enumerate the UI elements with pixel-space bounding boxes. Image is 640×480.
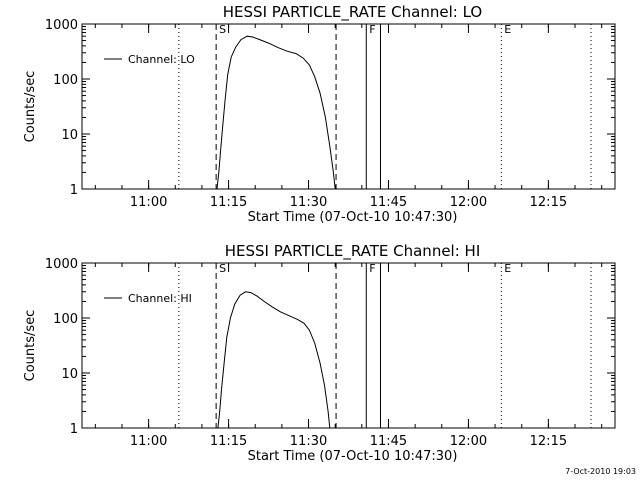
panel-1-y-tick-label-3: 1000	[45, 18, 78, 33]
panel-2-x-tick-label-0: 11:00	[130, 434, 167, 449]
panel-1-y-axis-label: Counts/sec	[23, 71, 38, 143]
panel-1-plot-frame	[81, 23, 616, 190]
panel-1-y-tick-label-0: 1	[70, 183, 78, 198]
panel-2-y-tick-label-2: 100	[53, 312, 78, 327]
panel-1-series-line-0	[216, 35, 336, 190]
panel-2-y-tick-label-0: 1	[70, 422, 78, 437]
panel-1-title: HESSI PARTICLE_RATE Channel: LO	[223, 3, 482, 22]
panel-2-y-axis-label: Counts/sec	[23, 310, 38, 382]
panel-2-plot-frame	[81, 262, 616, 429]
panel-1-x-tick-label-1: 11:15	[210, 195, 247, 210]
panel-1-y-tick-label-1: 10	[61, 128, 78, 143]
panel-2-y-tick-label-3: 1000	[45, 257, 78, 272]
panel-2-marker-label-3: F	[369, 262, 375, 275]
panel-1-x-axis-label: Start Time (07-Oct-10 10:47:30)	[248, 210, 458, 225]
panel-1-marker-label-3: F	[369, 23, 375, 36]
panel-2-x-tick-label-1: 11:15	[210, 434, 247, 449]
panel-2-title: HESSI PARTICLE_RATE Channel: HI	[225, 242, 481, 261]
panel-1-marker-label-1: S	[219, 23, 226, 36]
panel-2-x-tick-label-2: 11:30	[290, 434, 327, 449]
panel-1-y-tick-label-2: 100	[53, 73, 78, 88]
footer-timestamp: 7-Oct-2010 19:03	[565, 467, 636, 476]
panel-1-x-tick-label-4: 12:00	[450, 195, 487, 210]
panel-1-marker-label-5: E	[504, 23, 511, 36]
panel-2-marker-label-5: E	[504, 262, 511, 275]
panel-1-x-tick-label-0: 11:00	[130, 195, 167, 210]
panel-2-x-tick-label-5: 12:15	[530, 434, 567, 449]
panel-1-x-tick-label-5: 12:15	[530, 195, 567, 210]
panel-2-x-axis-label: Start Time (07-Oct-10 10:47:30)	[248, 449, 458, 464]
panel-2-y-tick-label-1: 10	[61, 367, 78, 382]
panel-2-marker-label-1: S	[219, 262, 226, 275]
panel-2-legend-label: Channel: HI	[128, 292, 192, 305]
panel-2-x-tick-label-3: 11:45	[370, 434, 407, 449]
panel-1-x-tick-label-3: 11:45	[370, 195, 407, 210]
panel-2-x-tick-label-4: 12:00	[450, 434, 487, 449]
panel-1-legend-label: Channel: LO	[128, 53, 195, 66]
panel-2-series-line-0	[217, 291, 331, 429]
panel-1-x-tick-label-2: 11:30	[290, 195, 327, 210]
